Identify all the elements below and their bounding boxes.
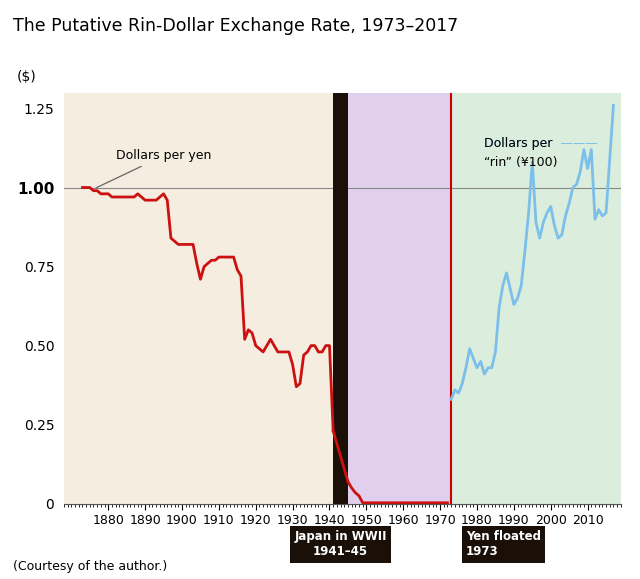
Bar (451, 93, 621, 504)
Text: (Courtesy of the author.): (Courtesy of the author.) (13, 560, 167, 573)
Text: “rin” (¥100): “rin” (¥100) (484, 156, 558, 168)
Bar (333, 93, 348, 504)
Text: The Putative Rin-Dollar Exchange Rate, 1973–2017: The Putative Rin-Dollar Exchange Rate, 1… (13, 17, 458, 35)
Text: ($): ($) (17, 71, 36, 85)
Text: Dollars per  ———: Dollars per ——— (484, 137, 598, 150)
Bar (333, 93, 451, 504)
Bar (64, 93, 333, 504)
Text: Japan in WWII
1941–45: Japan in WWII 1941–45 (294, 530, 387, 559)
Text: Dollars per yen: Dollars per yen (96, 149, 211, 188)
Text: Dollars per: Dollars per (484, 137, 561, 150)
Text: Yen floated
1973: Yen floated 1973 (466, 530, 541, 559)
